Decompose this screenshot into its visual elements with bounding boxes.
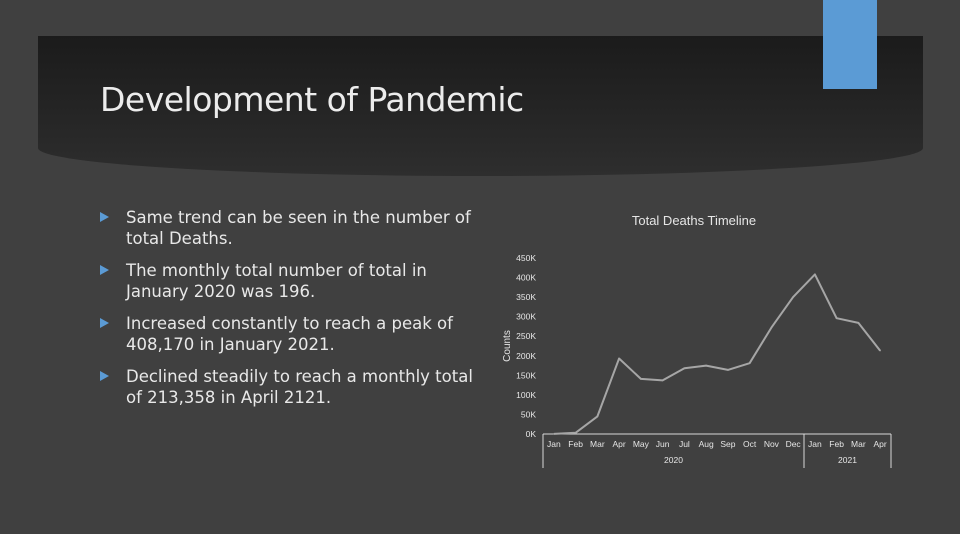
bullet-arrow-icon — [100, 371, 109, 381]
bullet-arrow-icon — [100, 212, 109, 222]
y-tick-label: 0K — [526, 429, 537, 439]
series-layer — [553, 273, 881, 435]
x-group-label: 2021 — [838, 455, 857, 465]
y-tick-label: 50K — [521, 409, 536, 419]
y-tick-label: 100K — [516, 390, 536, 400]
y-tick-label: 150K — [516, 370, 536, 380]
data-point — [857, 322, 860, 324]
data-point — [596, 415, 599, 418]
data-point — [879, 349, 881, 352]
bullet-item: The monthly total number of total in Jan… — [100, 260, 490, 302]
y-tick-label: 400K — [516, 273, 536, 283]
data-point — [618, 357, 620, 360]
bullet-text: Increased constantly to reach a peak of … — [126, 314, 453, 354]
data-point — [574, 432, 577, 434]
x-tick-label: Jan — [808, 439, 822, 449]
bullet-item: Increased constantly to reach a peak of … — [100, 313, 490, 355]
bullet-list: Same trend can be seen in the number of … — [100, 207, 490, 419]
data-point — [814, 273, 816, 276]
y-tick-label: 200K — [516, 351, 536, 361]
y-axis-label: Counts — [502, 330, 513, 362]
y-tick-label: 300K — [516, 312, 536, 322]
bullet-item: Same trend can be seen in the number of … — [100, 207, 490, 249]
data-point — [792, 296, 794, 298]
x-tick-label: Jan — [547, 439, 561, 449]
accent-bar — [823, 0, 877, 89]
data-point — [553, 433, 555, 435]
data-point — [705, 364, 707, 367]
deaths-line-chart: Total Deaths Timeline Counts 0K 50K 100K 15… — [502, 213, 892, 468]
chart-title: Total Deaths Timeline — [632, 213, 756, 228]
x-tick-label: Sep — [720, 439, 735, 449]
x-tick-label: Mar — [590, 439, 605, 449]
x-tick-label: Feb — [568, 439, 583, 449]
bullet-arrow-icon — [100, 265, 109, 275]
x-tick-label: Nov — [764, 439, 780, 449]
x-tick-label: Jul — [679, 439, 690, 449]
x-tick-label: Jun — [656, 439, 670, 449]
data-point — [770, 326, 773, 329]
x-axis: Jan Feb Mar Apr May Jun Jul Aug Sep Oct Nov Dec Jan F… — [542, 433, 892, 468]
data-point — [835, 317, 838, 320]
data-point — [661, 379, 664, 382]
slide-title: Development of Pandemic — [100, 80, 524, 119]
y-axis-ticks: 0K 50K 100K 150K 200K 250K 300K 350K 400K 450K — [516, 253, 536, 439]
bullet-text: Declined steadily to reach a monthly tot… — [126, 367, 473, 407]
bullet-text: Same trend can be seen in the number of … — [126, 208, 471, 248]
bullet-item: Declined steadily to reach a monthly tot… — [100, 366, 490, 408]
x-tick-label: Oct — [743, 439, 757, 449]
y-tick-label: 350K — [516, 292, 536, 302]
y-tick-label: 450K — [516, 253, 536, 263]
x-tick-label: Mar — [851, 439, 866, 449]
x-tick-label: Feb — [829, 439, 844, 449]
x-tick-label: Apr — [874, 439, 887, 449]
title-banner — [38, 36, 923, 176]
series-line-total-deaths — [553, 273, 881, 435]
x-tick-label: Apr — [613, 439, 626, 449]
x-tick-label: Aug — [699, 439, 714, 449]
x-group-label: 2020 — [664, 455, 683, 465]
data-point — [727, 369, 729, 371]
data-point — [748, 362, 751, 365]
bullet-text: The monthly total number of total in Jan… — [126, 261, 427, 301]
bullet-arrow-icon — [100, 318, 109, 328]
x-tick-label: Dec — [786, 439, 802, 449]
y-tick-label: 250K — [516, 331, 536, 341]
x-tick-label: May — [633, 439, 650, 449]
data-point — [683, 367, 686, 370]
data-point — [640, 378, 642, 380]
